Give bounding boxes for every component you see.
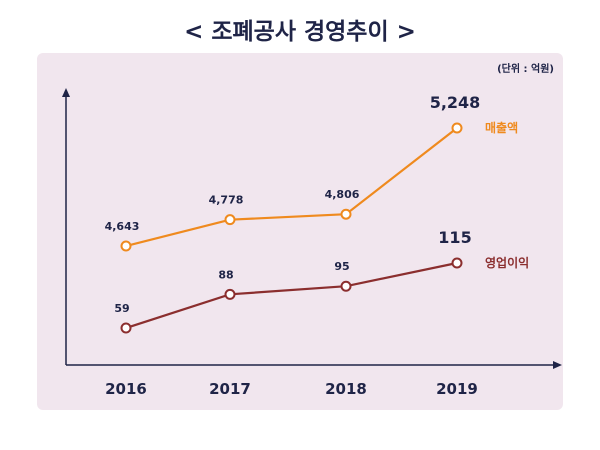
data-label: 59 bbox=[114, 302, 129, 315]
data-point bbox=[451, 122, 463, 134]
data-label: 115 bbox=[438, 228, 471, 247]
data-label: 88 bbox=[218, 268, 233, 281]
legend-label: 영업이익 bbox=[485, 255, 529, 270]
data-label: 5,248 bbox=[430, 93, 481, 112]
legend-label: 매출액 bbox=[485, 120, 518, 135]
series-line-영업이익 bbox=[125, 261, 458, 330]
x-tick-label: 2017 bbox=[209, 380, 251, 398]
chart-panel bbox=[37, 53, 563, 410]
data-point bbox=[120, 240, 132, 252]
x-axis-arrow bbox=[553, 361, 562, 369]
chart-title: < 조폐공사 경영추이 > bbox=[184, 19, 416, 45]
data-point bbox=[224, 214, 236, 226]
data-point bbox=[224, 288, 236, 300]
x-tick-label: 2019 bbox=[436, 380, 478, 398]
x-tick-label: 2018 bbox=[325, 380, 367, 398]
data-label: 4,806 bbox=[325, 188, 360, 201]
data-label: 95 bbox=[334, 260, 349, 273]
data-point bbox=[451, 257, 463, 269]
series-line-매출액 bbox=[125, 127, 458, 248]
data-point bbox=[120, 322, 132, 334]
data-point bbox=[340, 280, 352, 292]
unit-label: (단위 : 억원) bbox=[497, 64, 554, 75]
data-label: 4,778 bbox=[209, 194, 244, 207]
x-tick-label: 2016 bbox=[105, 380, 147, 398]
data-label: 4,643 bbox=[105, 220, 140, 233]
y-axis-arrow bbox=[62, 88, 70, 97]
data-point bbox=[340, 208, 352, 220]
